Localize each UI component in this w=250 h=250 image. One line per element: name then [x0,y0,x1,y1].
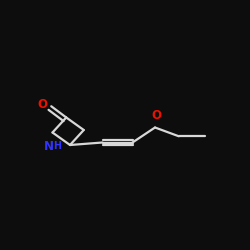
Text: O: O [151,109,161,122]
Text: H: H [54,141,62,151]
Text: N: N [44,140,54,153]
Text: O: O [38,98,48,112]
